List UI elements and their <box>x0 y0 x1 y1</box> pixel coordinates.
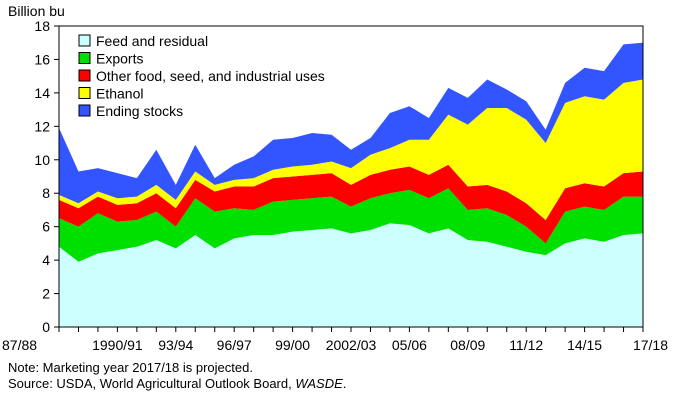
area-layers <box>59 42 643 327</box>
legend-label-4: Ending stocks <box>96 103 183 119</box>
y-tick-label: 2 <box>42 286 50 302</box>
legend-swatch-1 <box>78 52 91 64</box>
y-tick-label: 12 <box>34 118 50 134</box>
legend-swatch-4 <box>78 104 91 117</box>
legend-swatch-2 <box>78 69 91 82</box>
y-tick-label: 6 <box>42 219 50 235</box>
x-tick-label: 96/97 <box>217 337 252 353</box>
x-tick-label: 87/88 <box>2 337 37 353</box>
legend-box <box>68 30 380 124</box>
area-series-1 <box>59 188 643 262</box>
area-series-3 <box>59 79 643 220</box>
x-tick-label: 11/12 <box>509 337 543 353</box>
source-suffix: . <box>342 376 347 391</box>
source-text: Source: USDA, World Agricultural Outlook… <box>8 376 346 392</box>
y-tick-label: 18 <box>34 18 50 34</box>
y-tick-label: 14 <box>34 85 50 101</box>
y-tick-label: 4 <box>42 252 50 268</box>
x-tick-label: 99/00 <box>275 337 310 353</box>
x-tick-label: 93/94 <box>158 337 193 353</box>
area-series-2 <box>59 164 643 244</box>
y-tick-label: 0 <box>42 319 50 335</box>
area-series-0 <box>59 223 643 327</box>
x-tick-label: 1990/91 <box>92 337 143 353</box>
legend-swatch-3 <box>78 87 91 99</box>
legend-swatch-0 <box>78 34 91 47</box>
source-publication: WASDE <box>295 376 343 391</box>
x-tick-label: 2002/03 <box>326 337 377 353</box>
x-tick-label: 17/18 <box>633 337 668 353</box>
y-tick-label: 8 <box>42 185 50 201</box>
y-tick-label: 16 <box>34 51 50 67</box>
x-tick-label: 08/09 <box>450 337 485 353</box>
y-tick-label: 10 <box>34 152 50 168</box>
legend-label-2: Other food, seed, and industrial uses <box>96 68 325 84</box>
source-prefix: Source: USDA, World Agricultural Outlook… <box>8 376 296 391</box>
legend-label-1: Exports <box>96 51 143 67</box>
stacked-area-chart: 0 2 4 6 8 10 12 14 16 18 87/88 1990/91 93/94 96/97 99/… <box>2 3 668 353</box>
x-tick-label: 14/15 <box>567 337 602 353</box>
legend-label-3: Ethanol <box>96 86 143 102</box>
x-tick-label: 05/06 <box>392 337 427 353</box>
y-axis-label: Billion bu <box>8 3 65 19</box>
note-text: Note: Marketing year 2017/18 is projecte… <box>8 360 253 375</box>
legend-label-0: Feed and residual <box>96 33 208 49</box>
area-series-4 <box>59 42 643 204</box>
axes: 0 2 4 6 8 10 12 14 16 18 87/88 1990/91 93/94 96/97 99/… <box>2 3 668 353</box>
